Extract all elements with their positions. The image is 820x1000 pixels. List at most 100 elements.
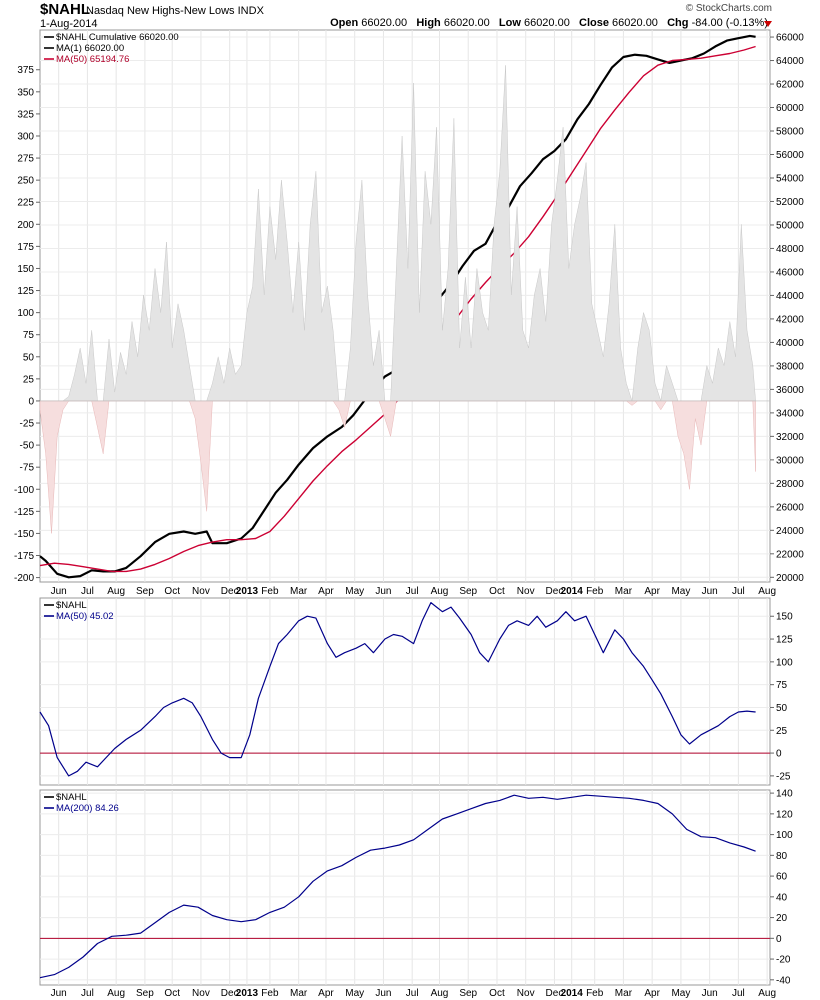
right-tick-label: 38000 bbox=[776, 361, 804, 372]
x-tick-label-top: Mar bbox=[615, 586, 633, 597]
right-tick-label: 80 bbox=[776, 851, 788, 862]
series-line-ma-200- bbox=[39, 794, 756, 979]
left-tick-label: 0 bbox=[28, 396, 34, 407]
x-tick-label-bottom: Jul bbox=[81, 988, 94, 999]
right-tick-label: 75 bbox=[776, 680, 788, 691]
right-tick-label: 46000 bbox=[776, 267, 804, 278]
x-tick-label-top: Jun bbox=[51, 586, 67, 597]
brand-watermark: © StockCharts.com bbox=[685, 3, 772, 14]
x-tick-label-top: Aug bbox=[431, 586, 449, 597]
date-label: 1-Aug-2014 bbox=[40, 18, 98, 30]
x-tick-label-top: Sep bbox=[136, 586, 154, 597]
x-tick-label-bottom: Nov bbox=[517, 988, 535, 999]
pane-3-frame bbox=[39, 789, 771, 986]
left-tick-label: -150 bbox=[14, 529, 34, 540]
x-tick-label-bottom: Aug bbox=[107, 988, 125, 999]
x-tick-label-top: Nov bbox=[517, 586, 535, 597]
x-tick-label-top: Feb bbox=[586, 586, 604, 597]
right-tick-label: 100 bbox=[776, 830, 793, 841]
right-tick-label: 30000 bbox=[776, 455, 804, 466]
left-tick-label: -125 bbox=[14, 507, 34, 518]
x-tick-label-top: 2014 bbox=[561, 586, 584, 597]
x-tick-label-top: Sep bbox=[459, 586, 477, 597]
left-tick-label: 175 bbox=[17, 242, 34, 253]
legend-entry: MA(200) 84.26 bbox=[56, 803, 119, 814]
x-tick-label-top: Aug bbox=[107, 586, 125, 597]
right-tick-label: 28000 bbox=[776, 479, 804, 490]
right-tick-label: 120 bbox=[776, 809, 793, 820]
x-tick-label-top: May bbox=[345, 586, 364, 597]
left-tick-label: -75 bbox=[20, 463, 35, 474]
nahl-positive-area bbox=[39, 65, 756, 402]
x-tick-label-bottom: Nov bbox=[192, 988, 210, 999]
x-tick-label-bottom: May bbox=[345, 988, 364, 999]
right-tick-label: 62000 bbox=[776, 80, 804, 91]
right-tick-label: 24000 bbox=[776, 526, 804, 537]
x-tick-label-bottom: Feb bbox=[586, 988, 604, 999]
index-name: Nasdaq New Highs-New Lows INDX bbox=[86, 5, 264, 17]
down-arrow-icon bbox=[764, 21, 772, 27]
close-value: 66020.00 bbox=[612, 17, 658, 29]
left-tick-label: 125 bbox=[17, 286, 34, 297]
right-tick-label: 140 bbox=[776, 789, 793, 800]
legend-entry: MA(50) 45.02 bbox=[56, 611, 114, 622]
close-label: Close bbox=[579, 17, 609, 29]
left-tick-label: 225 bbox=[17, 198, 34, 209]
x-tick-label-top: Apr bbox=[644, 586, 660, 597]
x-tick-label-top: Jul bbox=[406, 586, 419, 597]
symbol-title: $NAHL bbox=[40, 1, 91, 18]
right-tick-label: 58000 bbox=[776, 127, 804, 138]
legend-entry: $NAHL bbox=[56, 792, 87, 803]
left-tick-label: 275 bbox=[17, 154, 34, 165]
left-tick-label: -200 bbox=[14, 573, 34, 584]
x-tick-label-bottom: Jun bbox=[51, 988, 67, 999]
right-tick-label: 54000 bbox=[776, 173, 804, 184]
x-tick-label-bottom: Jun bbox=[702, 988, 718, 999]
x-tick-label-bottom: Feb bbox=[261, 988, 279, 999]
left-tick-label: -175 bbox=[14, 551, 34, 562]
right-tick-label: 22000 bbox=[776, 549, 804, 560]
x-tick-label-top: Jun bbox=[702, 586, 718, 597]
right-tick-label: 125 bbox=[776, 635, 793, 646]
right-tick-label: 50000 bbox=[776, 220, 804, 231]
x-tick-label-top: Dec bbox=[546, 586, 564, 597]
x-tick-label-bottom: Mar bbox=[290, 988, 308, 999]
right-tick-label: 42000 bbox=[776, 314, 804, 325]
left-tick-label: 50 bbox=[23, 352, 35, 363]
x-tick-label-top: Oct bbox=[489, 586, 505, 597]
open-label: Open bbox=[330, 17, 359, 29]
left-tick-label: 325 bbox=[17, 109, 34, 120]
right-tick-label: 26000 bbox=[776, 502, 804, 513]
right-tick-label: 50 bbox=[776, 703, 788, 714]
x-tick-label-top: May bbox=[671, 586, 690, 597]
x-tick-label-bottom: Apr bbox=[644, 988, 660, 999]
left-tick-label: 350 bbox=[17, 87, 34, 98]
right-tick-label: 32000 bbox=[776, 432, 804, 443]
left-tick-label: 375 bbox=[17, 65, 34, 76]
legend-entry: MA(1) 66020.00 bbox=[56, 43, 124, 54]
x-tick-label-top: Feb bbox=[261, 586, 279, 597]
x-tick-label-bottom: Jul bbox=[732, 988, 745, 999]
legend-entry: $NAHL Cumulative 66020.00 bbox=[56, 32, 179, 43]
x-tick-label-bottom: Jul bbox=[406, 988, 419, 999]
open-value: 66020.00 bbox=[361, 17, 408, 29]
right-tick-label: 40 bbox=[776, 892, 788, 903]
x-tick-label-bottom: May bbox=[671, 988, 690, 999]
low-value: 66020.00 bbox=[523, 17, 570, 29]
right-tick-label: -40 bbox=[776, 975, 791, 986]
right-tick-label: 56000 bbox=[776, 150, 804, 161]
ohlc-readout: Open 66020.00 High 66020.00 Low 66020.00… bbox=[330, 17, 768, 29]
high-label: High bbox=[416, 17, 441, 29]
low-label: Low bbox=[498, 17, 521, 29]
x-tick-label-top: Oct bbox=[164, 586, 180, 597]
right-tick-label: 52000 bbox=[776, 197, 804, 208]
x-tick-label-top: Aug bbox=[758, 586, 776, 597]
left-tick-label: 25 bbox=[23, 374, 35, 385]
legend-entry: MA(50) 65194.76 bbox=[56, 54, 129, 65]
left-tick-label: 150 bbox=[17, 264, 34, 275]
index-name-text: Nasdaq New Highs-New Lows bbox=[86, 5, 235, 17]
x-tick-label-top: Mar bbox=[290, 586, 308, 597]
x-tick-label-bottom: 2014 bbox=[561, 988, 584, 999]
series-line-ma-50- bbox=[39, 602, 756, 777]
right-tick-label: 60000 bbox=[776, 103, 804, 114]
